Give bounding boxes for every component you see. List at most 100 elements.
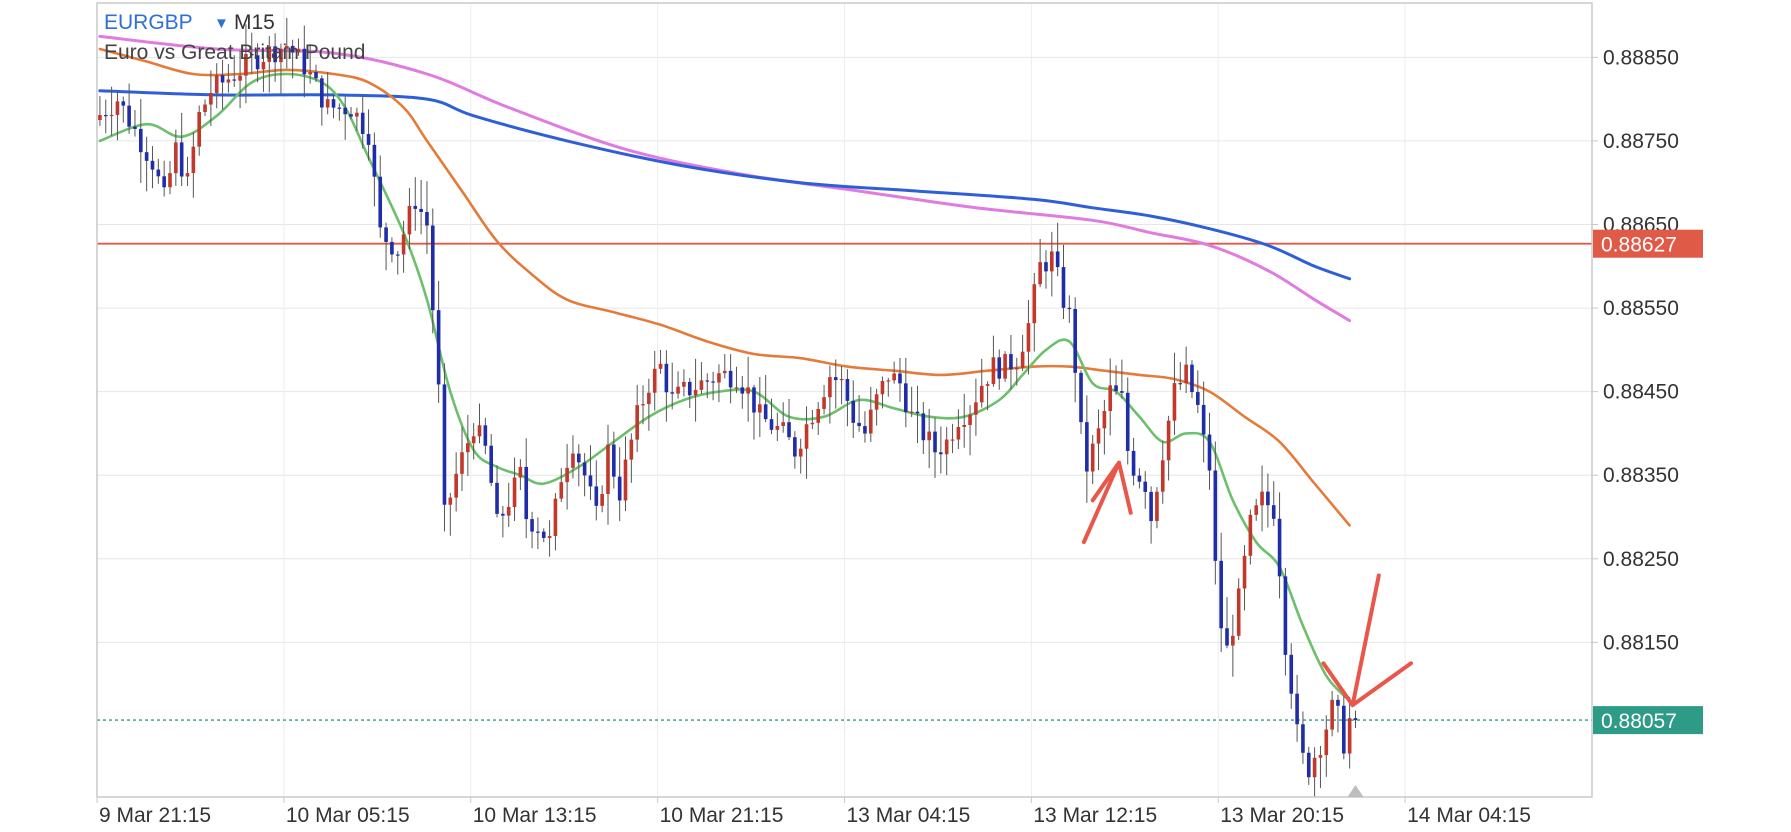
timeframe-label[interactable]: M15 — [234, 11, 275, 34]
candle — [927, 408, 931, 469]
candle-body — [892, 373, 896, 381]
candle-body — [559, 482, 564, 499]
candle-body — [1055, 251, 1060, 268]
candle — [249, 32, 254, 75]
candle — [571, 435, 575, 479]
candle-body — [238, 75, 242, 81]
candle-body — [623, 459, 628, 501]
candle — [360, 96, 365, 149]
candle-body — [1324, 729, 1329, 756]
candle-body — [722, 370, 727, 374]
candle-body — [174, 142, 178, 174]
candle-body — [664, 363, 669, 393]
candle-body — [600, 493, 604, 506]
candle — [635, 384, 639, 452]
candle — [682, 369, 686, 397]
candle — [962, 393, 967, 448]
candle-body — [1149, 491, 1153, 522]
candle-body — [915, 411, 920, 414]
symbol-label[interactable]: EURGBP — [104, 11, 193, 34]
candle-body — [1301, 724, 1305, 753]
candle — [1260, 465, 1264, 532]
candle — [1225, 597, 1229, 649]
candle — [1172, 352, 1177, 435]
candle-body — [576, 453, 581, 463]
candle-body — [436, 310, 441, 385]
candle-body — [162, 176, 166, 188]
candle — [1347, 696, 1352, 769]
candle — [261, 47, 266, 92]
candle-body — [705, 380, 710, 382]
candle-body — [314, 72, 318, 79]
candle-body — [512, 477, 517, 507]
candle — [232, 55, 237, 88]
candle — [909, 386, 914, 418]
candle — [337, 103, 342, 121]
caret-down-icon[interactable]: ▼ — [214, 15, 229, 32]
candle-body — [939, 452, 943, 455]
candle — [536, 517, 540, 550]
candle — [191, 132, 196, 198]
moving-average-layer — [98, 34, 1352, 703]
candle — [892, 361, 896, 384]
candle-body — [857, 422, 861, 427]
candle — [395, 251, 400, 275]
candle-body — [360, 112, 365, 134]
candle — [921, 402, 926, 455]
candle — [1096, 409, 1101, 470]
candle-body — [536, 531, 540, 533]
candle — [1131, 437, 1136, 486]
candle — [214, 63, 219, 109]
candle-body — [249, 53, 254, 56]
candle-body — [781, 422, 785, 426]
candle — [541, 528, 546, 543]
horizontal-line-price-tag: 0.88627 — [1593, 229, 1703, 258]
candle — [1125, 377, 1130, 465]
candle — [150, 146, 155, 189]
candle — [378, 155, 383, 238]
candle — [687, 377, 692, 409]
ma-slow-line — [98, 89, 1352, 281]
candle-body — [308, 72, 312, 75]
candle — [833, 359, 838, 409]
candle — [1014, 357, 1019, 386]
candle-body — [658, 363, 663, 369]
candle-body — [962, 424, 967, 427]
candle-body — [1108, 385, 1113, 411]
candle — [466, 414, 470, 476]
candle — [985, 381, 990, 411]
candle-body — [1085, 422, 1089, 472]
candle-body — [845, 378, 850, 401]
candle-body — [390, 241, 394, 255]
candle-body — [810, 422, 815, 425]
current-price-tag-bg — [1593, 706, 1703, 735]
candle — [1003, 351, 1007, 382]
candle — [209, 70, 213, 126]
horizontal-line-price-tag-bg — [1593, 229, 1703, 258]
candle-body — [687, 381, 692, 396]
candle — [203, 99, 207, 116]
candle-body — [156, 169, 161, 177]
candle-body — [454, 473, 458, 498]
candle — [1306, 746, 1311, 785]
candle-body — [717, 373, 721, 383]
candle — [612, 431, 616, 489]
candle — [1044, 250, 1048, 289]
current-price-tag-text: 0.88057 — [1601, 710, 1677, 733]
candle-body — [471, 436, 476, 444]
candle — [898, 357, 902, 402]
x-tick-label: 10 Mar 13:15 — [473, 804, 597, 827]
candle — [810, 410, 815, 430]
candle-body — [1277, 518, 1282, 577]
candle — [1236, 578, 1241, 640]
candle — [956, 409, 961, 449]
candle — [1085, 395, 1089, 503]
candle-body — [144, 152, 149, 161]
candle-body — [103, 115, 108, 117]
candle — [1020, 334, 1025, 372]
candle-body — [793, 437, 797, 457]
candle — [1143, 471, 1148, 509]
candle-body — [109, 114, 114, 117]
